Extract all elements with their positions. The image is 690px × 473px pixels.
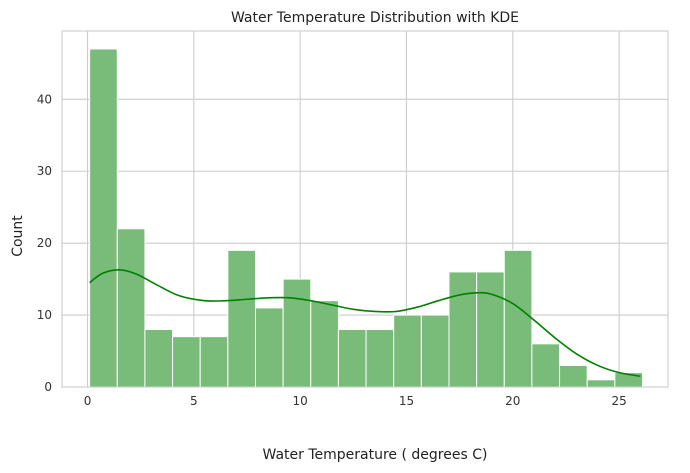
y-tick-label: 10 bbox=[37, 308, 52, 322]
histogram-bar bbox=[476, 271, 505, 388]
histogram-bar bbox=[172, 336, 201, 388]
histogram-bar bbox=[531, 343, 561, 388]
x-tick-label: 15 bbox=[399, 394, 414, 408]
histogram-bar bbox=[282, 278, 312, 388]
histogram-bar bbox=[310, 300, 339, 388]
histogram-bar bbox=[254, 307, 284, 388]
histogram-bar bbox=[337, 328, 367, 388]
histogram-bar bbox=[89, 48, 118, 388]
y-tick-label: 30 bbox=[37, 164, 52, 178]
x-tick-label: 25 bbox=[611, 394, 626, 408]
histogram-bar bbox=[227, 249, 256, 388]
histogram-bar bbox=[116, 228, 146, 388]
histogram-bar bbox=[559, 364, 588, 388]
histogram-bar bbox=[199, 336, 229, 388]
plot-frame bbox=[61, 30, 669, 388]
histogram-bar bbox=[586, 379, 616, 388]
histogram-bars bbox=[89, 48, 643, 388]
histogram-bar bbox=[448, 271, 478, 388]
kde-curve bbox=[89, 268, 641, 378]
y-tick-label: 20 bbox=[37, 236, 52, 250]
histogram-bar bbox=[393, 314, 422, 388]
x-tick-label: 10 bbox=[293, 394, 308, 408]
y-tick-label: 40 bbox=[37, 92, 52, 106]
x-tick-label: 0 bbox=[84, 394, 92, 408]
y-axis-label: Count bbox=[10, 215, 26, 257]
x-axis-label: Water Temperature ( degrees C) bbox=[263, 447, 488, 463]
y-tick-label: 0 bbox=[44, 380, 52, 394]
histogram-bar bbox=[503, 249, 533, 388]
y-tick-labels: 0 10 20 30 40 bbox=[37, 92, 52, 394]
histogram-bar bbox=[144, 328, 174, 388]
x-tick-labels: 0 5 10 15 20 25 bbox=[84, 394, 627, 408]
x-tick-label: 5 bbox=[190, 394, 198, 408]
x-tick-label: 20 bbox=[505, 394, 520, 408]
histogram-bar bbox=[365, 328, 395, 388]
chart-title: Water Temperature Distribution with KDE bbox=[231, 10, 519, 26]
histogram-bar bbox=[420, 314, 450, 388]
